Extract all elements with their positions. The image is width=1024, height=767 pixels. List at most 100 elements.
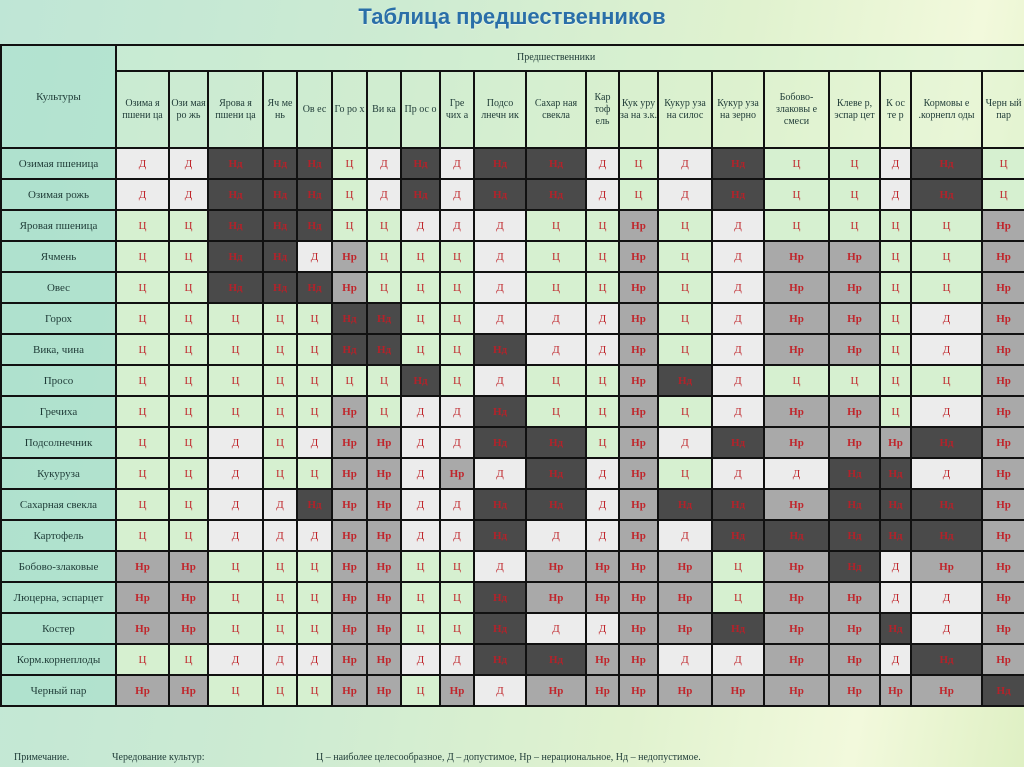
rating-cell: Ц	[763, 209, 830, 242]
rating-cell: Нр	[331, 426, 368, 459]
rating-cell: Нд	[207, 209, 264, 242]
rating-cell: Ц	[262, 364, 298, 397]
table-row: Подсолнечник Ц Ц Д Ц Д Нр Нр Д Д Нд Нд Ц Нр Д Нд Нр Нр Нр Н…	[0, 426, 1024, 459]
rating-cell: Д	[473, 271, 527, 304]
rating-cell: Д	[657, 178, 713, 211]
rating-cell: Нд	[473, 178, 527, 211]
rating-cell: Нд	[473, 581, 527, 614]
rating-cell: Д	[400, 209, 441, 242]
rating-cell: Нд	[262, 271, 298, 304]
rating-cell: Ц	[168, 519, 209, 552]
rating-cell: Д	[763, 457, 830, 490]
crop-label: Подсолнечник	[0, 426, 117, 459]
rating-cell: Ц	[910, 209, 983, 242]
rating-cell: Д	[473, 550, 527, 583]
rating-cell: Нд	[525, 488, 587, 521]
rating-cell: Ц	[763, 178, 830, 211]
rating-cell: Нр	[618, 209, 659, 242]
rating-cell: Ц	[439, 240, 475, 273]
rating-cell: Ц	[296, 457, 333, 490]
rating-cell: Нр	[331, 674, 368, 707]
rating-cell: Нр	[657, 550, 713, 583]
rating-cell: Нр	[828, 643, 881, 676]
column-header: Подсо лнечн ик	[473, 70, 527, 149]
rating-cell: Ц	[585, 240, 620, 273]
footnote: Примечание. Чередование культур: Ц – наи…	[0, 748, 1024, 767]
rating-cell: Ц	[525, 271, 587, 304]
rating-cell: Ц	[828, 364, 881, 397]
rating-cell: Д	[910, 395, 983, 428]
rating-cell: Д	[439, 147, 475, 180]
footnote-label: Примечание.	[14, 752, 70, 763]
rating-cell: Нд	[910, 519, 983, 552]
rating-cell: Нр	[763, 395, 830, 428]
rating-cell: Нр	[115, 612, 170, 645]
row-label-header: Культуры	[0, 44, 117, 149]
rating-cell: Ц	[910, 364, 983, 397]
table-row: Просо Ц Ц Ц Ц Ц Ц Ц Нд Ц Д Ц Ц Нр Нд Д Ц Ц Ц Ц Нр	[0, 364, 1024, 397]
rating-cell: Нр	[711, 674, 765, 707]
rating-cell: Нр	[980, 209, 1024, 242]
rating-cell: Ц	[828, 147, 881, 180]
rating-cell: Нд	[262, 147, 298, 180]
rating-cell: Ц	[115, 271, 170, 304]
rating-cell: Нд	[473, 488, 527, 521]
rating-cell: Нд	[910, 178, 983, 211]
rating-cell: Д	[711, 457, 765, 490]
rating-cell: Д	[473, 674, 527, 707]
rating-cell: Нд	[473, 147, 527, 180]
column-header: Ози мая ро жь	[168, 70, 209, 149]
rating-cell: Д	[711, 364, 765, 397]
rating-cell: Ц	[400, 674, 441, 707]
column-header: Озима я пшени ца	[115, 70, 170, 149]
column-header: Пр ос о	[400, 70, 441, 149]
rating-cell: Д	[207, 488, 264, 521]
rating-cell: Д	[525, 302, 587, 335]
rating-cell: Ц	[207, 395, 264, 428]
rating-cell: Нд	[763, 519, 830, 552]
rating-cell: Ц	[207, 550, 264, 583]
rating-cell: Нд	[525, 147, 587, 180]
crop-label: Просо	[0, 364, 117, 397]
rating-cell: Нр	[439, 674, 475, 707]
rating-cell: Нр	[910, 674, 983, 707]
rating-cell: Нр	[331, 488, 368, 521]
rating-cell: Ц	[763, 147, 830, 180]
rating-cell: Ц	[262, 612, 298, 645]
column-header: Ов ес	[296, 70, 333, 149]
rating-cell: Ц	[331, 209, 368, 242]
crop-label: Озимая рожь	[0, 178, 117, 211]
rating-cell: Д	[585, 519, 620, 552]
rating-cell: Д	[296, 426, 333, 459]
rating-cell: Нр	[618, 612, 659, 645]
rating-cell: Д	[879, 643, 912, 676]
rating-cell: Нд	[711, 519, 765, 552]
rating-cell: Нр	[366, 550, 402, 583]
rating-cell: Нр	[168, 612, 209, 645]
rating-cell: Ц	[980, 147, 1024, 180]
rating-cell: Ц	[400, 240, 441, 273]
rating-cell: Д	[711, 209, 765, 242]
table-row: Горох Ц Ц Ц Ц Ц Нд Нд Ц Ц Д Д Д Нр Ц Д Нр Нр Ц Д Нр	[0, 302, 1024, 335]
rating-cell: Нр	[980, 643, 1024, 676]
rating-cell: Нд	[331, 333, 368, 366]
rating-cell: Ц	[262, 426, 298, 459]
rating-cell: Нд	[331, 302, 368, 335]
rating-cell: Ц	[115, 457, 170, 490]
rating-cell: Ц	[366, 364, 402, 397]
rating-cell: Ц	[168, 209, 209, 242]
rating-cell: Ц	[585, 364, 620, 397]
crop-label: Яровая пшеница	[0, 209, 117, 242]
rating-cell: Нр	[618, 674, 659, 707]
column-header: Клеве р, эспар цет	[828, 70, 881, 149]
column-header: Бобово- злаковы е смеси	[763, 70, 830, 149]
rating-cell: Ц	[400, 333, 441, 366]
table-row: Сахарная свекла Ц Ц Д Д Нд Нр Нр Д Д Нд Нд Д Нр Нд Нд Нр…	[0, 488, 1024, 521]
rating-cell: Нд	[657, 488, 713, 521]
rating-cell: Д	[657, 147, 713, 180]
rating-cell: Нр	[763, 271, 830, 304]
rating-cell: Нд	[400, 364, 441, 397]
rating-cell: Д	[296, 519, 333, 552]
rating-cell: Д	[207, 426, 264, 459]
rating-cell: Д	[168, 147, 209, 180]
